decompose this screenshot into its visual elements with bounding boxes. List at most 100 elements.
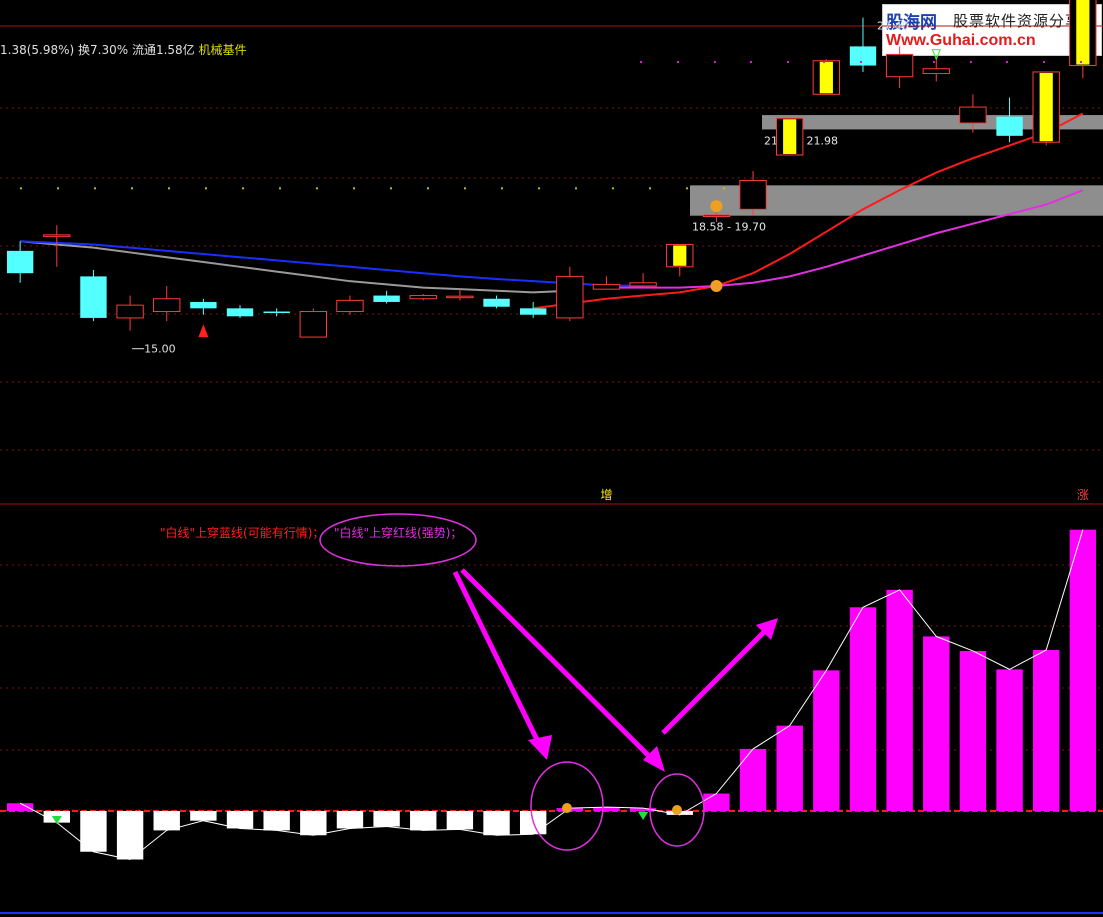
annotation-cross-red: "白线"上穿红线(强势)； [334,526,463,540]
dot-mark [57,187,59,190]
indicator-bar [226,811,254,829]
zeng-marker: 增 [600,488,612,502]
indicator-bar [483,811,510,836]
candle-body-fill [673,245,687,266]
candle-body [849,46,877,66]
candle-body [592,283,621,290]
down-arrow-icon [51,816,62,824]
dot-mark [464,187,466,190]
dot-mark [640,61,642,63]
dot-mark [390,187,392,190]
dot-mark [723,187,725,190]
dot-mark [316,187,318,190]
candle-body [6,250,34,274]
candle-body-fill [1076,0,1090,65]
quote-header: 1.38(5.98%) 换7.30% 流通1.58亿 机械基件 [0,41,247,58]
dot-mark [714,61,716,63]
indicator-bar [776,725,803,811]
candle-body [299,311,328,338]
industry-label: 机械基件 [198,43,247,57]
signal-circle [649,773,705,847]
candle-body-fill [819,61,833,94]
candle-body [80,276,107,318]
annotation-cross-blue: "白线"上穿蓝线(可能有行情)； [160,526,325,540]
indicator-bar [703,793,730,811]
candle-body [336,299,364,313]
dot-mark [575,187,577,190]
ma-magenta-line [606,189,1084,289]
indicator-bar [886,589,913,811]
dot-mark [686,187,688,190]
candle-body [226,308,254,317]
indicator-bar [373,811,400,827]
indicator-bar [300,811,327,836]
candle-body [153,298,181,313]
dot-mark [353,187,355,190]
dot-mark [242,187,244,190]
zone-label: 18.58 - 19.70 [692,221,766,234]
down-arrow-icon [638,812,649,820]
ma-red-line [533,112,1084,310]
candle-body [373,295,400,302]
dot-mark [970,61,972,63]
money-bag-icon [710,200,723,213]
arrow-shaft [452,570,546,754]
dot-mark [1080,61,1082,63]
candle-body [739,180,767,210]
dot-mark [168,187,170,190]
indicator-bar [629,808,657,811]
candle-body [702,214,731,218]
indicator-bar [593,807,620,811]
high-price-label: 27.40 [877,20,909,33]
candle-body [483,298,510,307]
signal-circle [530,761,604,851]
candle-body [190,301,217,309]
indicator-bar [446,811,474,830]
dot-mark [279,187,281,190]
ma-gray-line [20,240,570,294]
dot-mark [750,61,752,63]
dot-mark [787,61,789,63]
indicator-bar [6,803,34,811]
dot-mark [677,61,679,63]
indicator-bar [410,811,437,831]
ma-blue-line [20,240,644,287]
dot-mark [649,187,651,190]
down-arrow-icon [931,49,942,61]
dot-mark [427,187,429,190]
dot-mark [94,187,96,190]
indicator-bar [263,811,290,831]
indicator-bar [739,748,767,811]
arrow-shaft [661,624,772,735]
indicator-bar [959,650,987,811]
watermark-brand: 股海网 [886,13,937,33]
indicator-bar [190,811,217,821]
candle-body [629,282,657,287]
candle-body [885,53,914,78]
zhang-marker: 涨 [1077,487,1089,502]
dot-mark [1006,61,1008,63]
arrow-head-icon [643,746,665,772]
watermark-url: Www.Guhai.com.cn [886,32,1036,49]
indicator-bar [996,669,1023,811]
dot-mark [1043,61,1045,63]
arrow-shaft [460,568,660,767]
dot-mark [612,187,614,190]
candle-body-fill [783,119,797,154]
candle-body [43,234,71,237]
candle-body [409,295,437,300]
indicator-bar [336,811,364,829]
indicator-white-line [19,529,1084,861]
arrow-head-icon [756,618,778,640]
candle-body [959,106,987,124]
candle-body [922,68,950,75]
money-bag-icon [562,803,572,813]
candle-body [116,304,144,319]
money-bag-icon [672,805,682,815]
indicator-bar [153,811,180,831]
watermark-logo: 股海网 股票软件资源分享 Www.Guhai.com.cn [882,4,1102,56]
low-price-label: 15.00 [144,343,176,356]
indicator-bar [813,670,840,811]
